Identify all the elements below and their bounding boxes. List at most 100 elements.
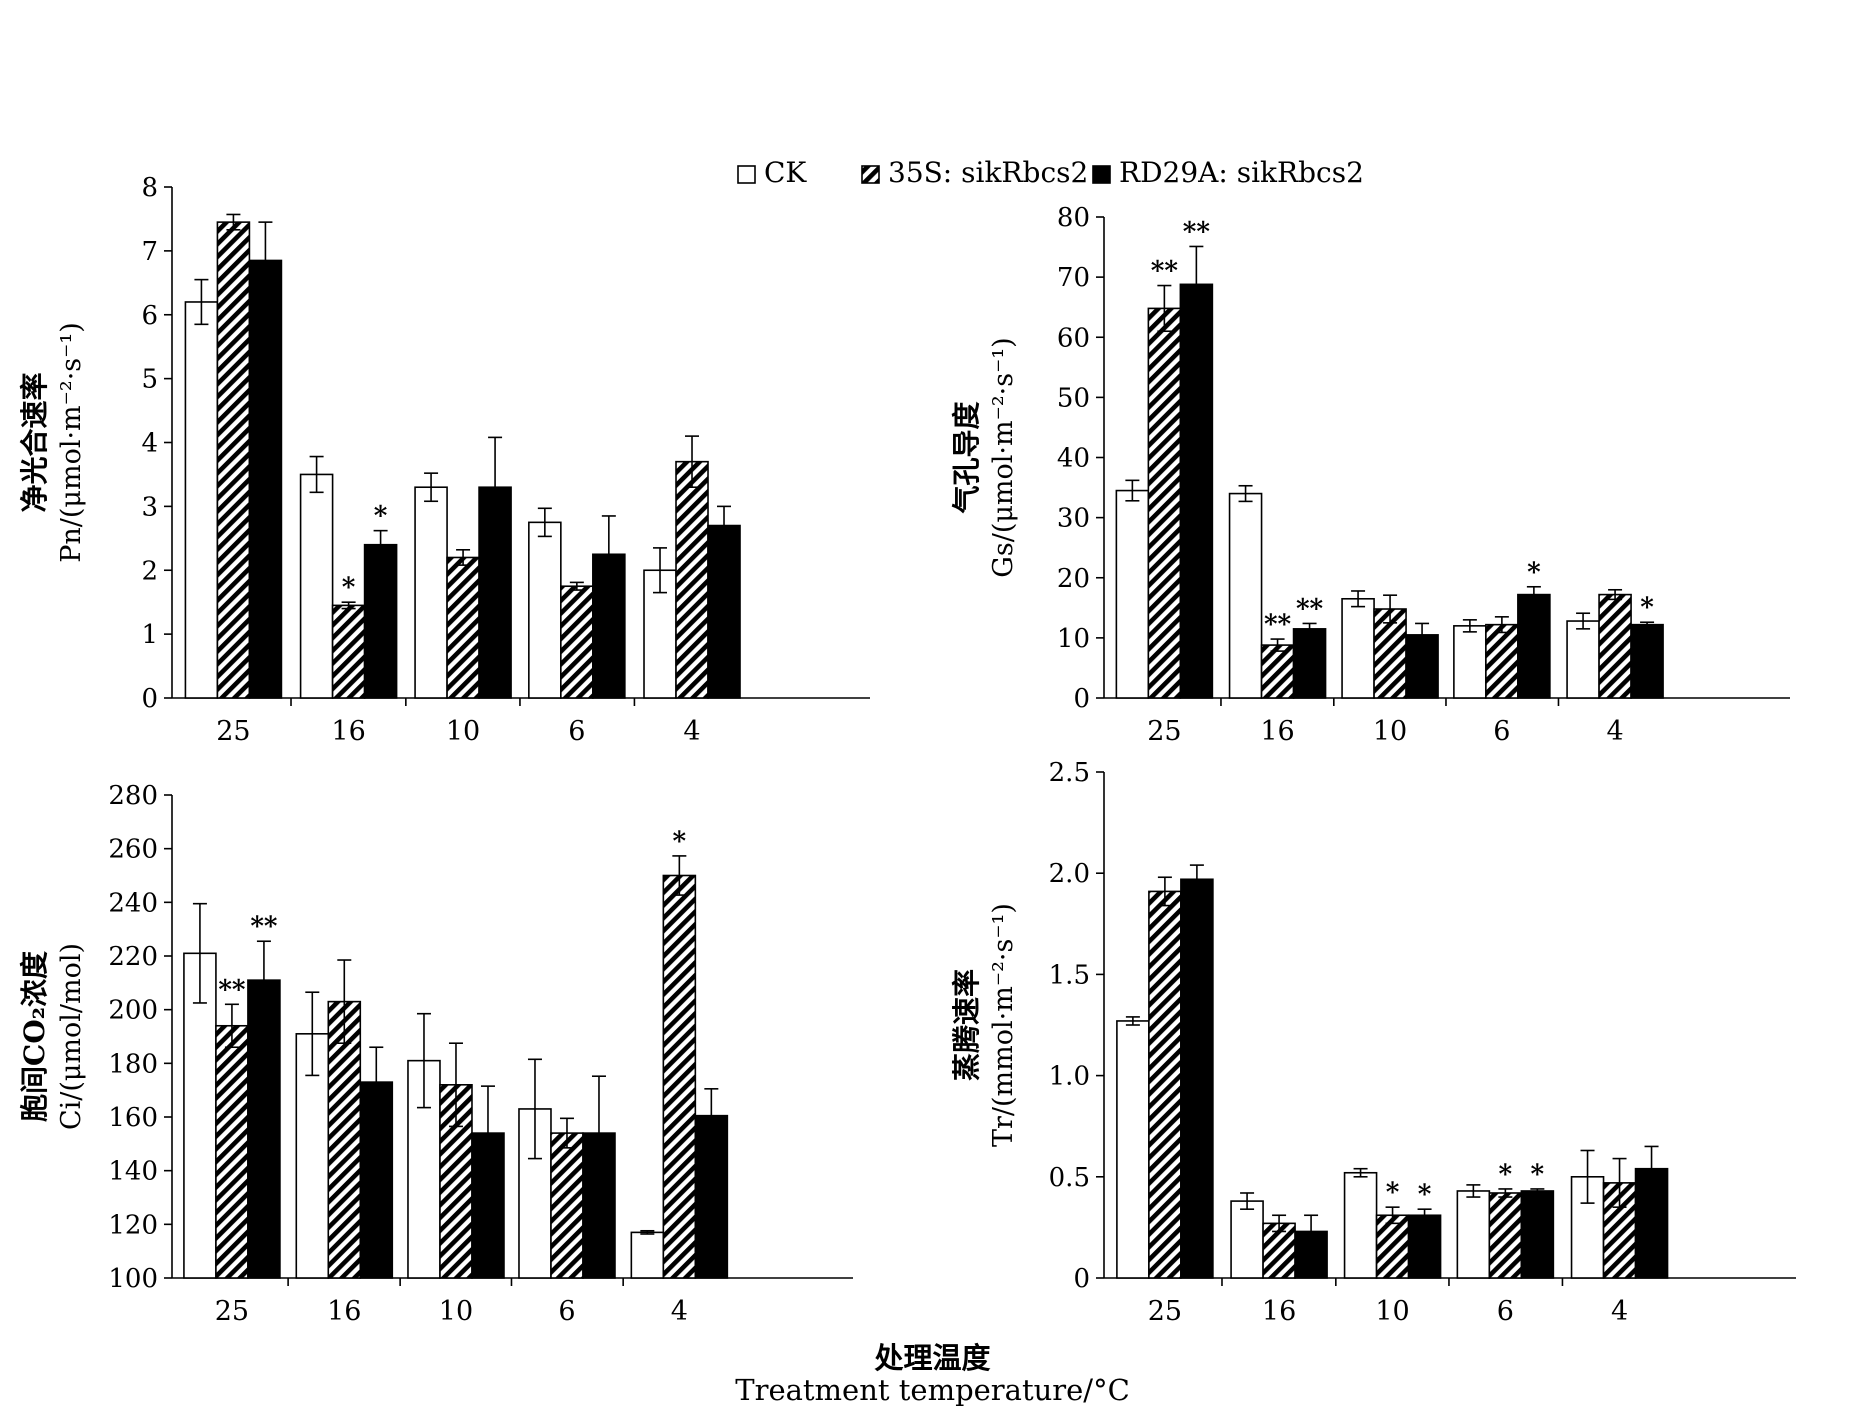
y-tick-label: 0 [141,684,158,714]
error-bar-rd29a-6 [1526,585,1541,604]
error-bar-rd29a-6 [601,515,616,594]
y-tick-label: 2 [141,556,158,586]
significance-mark: * [1527,558,1541,588]
x-tick-label-10: 10 [439,1296,473,1327]
error-bar-ck-4 [640,1229,655,1235]
y-axis-label-cn: 气孔导度 [950,401,983,514]
y-tick-label: 200 [108,996,158,1026]
x-tick-label-6: 6 [568,716,585,747]
bar-rd29a-4 [1630,623,1664,699]
y-tick-label: 140 [108,1157,158,1187]
error-bar-s35-16 [1272,1214,1287,1233]
error-bar-s35-25 [224,1003,239,1049]
y-axis-label-cn: 净光合速率 [18,372,51,512]
bar-s35-25 [216,221,251,699]
bar-s35-10 [1375,1214,1410,1279]
x-tick-label-25: 25 [215,1296,249,1327]
error-bar-ck-16 [1240,1192,1255,1210]
y-tick-label: 0 [1073,684,1090,714]
x-caption-chinese: 处理温度 [874,1341,991,1375]
error-bar-s35-25 [1157,876,1172,907]
bar-ck-6 [1456,1190,1491,1279]
error-bar-ck-25 [194,278,209,326]
y-tick-label: 220 [108,942,158,972]
y-axis-label-cn: 胞间CO₂浓度 [18,951,51,1123]
error-bar-rd29a-10 [480,1085,495,1181]
bar-ck-25 [1115,489,1150,699]
bar-rd29a-25 [1180,878,1214,1279]
error-bar-ck-10 [1353,1167,1368,1178]
error-bar-s35-10 [1383,594,1398,624]
y-tick-label: 260 [108,835,158,865]
y-tick-label: 30 [1057,504,1090,534]
y-axis-label-en: Tr/(mmol·m⁻²·s⁻¹) [988,903,1019,1147]
error-bar-s35-10 [456,549,471,566]
error-bar-rd29a-16 [373,529,388,560]
bar-s35-10 [1373,608,1407,699]
y-axis-label-en: Pn/(μmol·m⁻²·s⁻¹) [56,322,87,563]
legend-swatch-rd29a [1092,165,1111,184]
error-bar-ck-25 [1125,479,1140,502]
significance-mark: * [673,827,687,857]
error-bar-s35-10 [1385,1206,1400,1225]
x-tick-label-10: 10 [446,716,480,747]
x-tick-label-4: 4 [1606,716,1623,747]
error-bar-rd29a-4 [1640,621,1655,628]
legend-label-s35: 35S: sikRbcs2 [888,156,1088,189]
x-tick-label-6: 6 [558,1296,575,1327]
error-bar-s35-6 [1494,616,1509,634]
error-bar-s35-16 [337,959,352,1045]
significance-mark: * [1531,1160,1545,1190]
x-tick-label-25: 25 [216,716,250,747]
error-bar-rd29a-4 [1644,1145,1659,1192]
error-bar-rd29a-10 [1417,1208,1432,1223]
error-bar-rd29a-4 [704,1088,719,1144]
error-bar-s35-6 [569,581,584,591]
bar-s35-25 [1147,307,1182,699]
significance-mark: ** [250,912,278,942]
bar-ck-16 [1230,1200,1264,1279]
y-axis-label-en: Gs/(μmol·m⁻²·s⁻¹) [988,337,1019,577]
bar-rd29a-16 [1292,628,1327,699]
error-bar-ck-6 [1462,619,1477,633]
error-bar-rd29a-16 [1302,622,1317,636]
chart-pn: 0 1 2 3 4 5 6 7 8 25 16 10 6 4 * * 净光合速率 Pn/(μmol·m⁻²·s⁻¹… [18,173,870,747]
y-axis-label-cn: 蒸腾速率 [950,969,983,1081]
legend-swatch-s35 [861,165,880,184]
error-bar-rd29a-6 [1530,1188,1545,1194]
error-bar-ck-10 [1351,590,1366,608]
bar-rd29a-16 [1294,1230,1328,1279]
y-tick-label: 240 [108,888,158,918]
y-tick-label: 6 [141,301,158,331]
bar-s35-4 [1598,593,1632,699]
bar-s35-6 [1485,623,1519,699]
bar-ck-6 [1453,625,1487,699]
error-bar-rd29a-25 [258,221,273,300]
y-tick-label: 2.0 [1049,859,1090,889]
significance-mark: * [1640,593,1654,623]
x-tick-label-16: 16 [327,1296,361,1327]
y-tick-label: 160 [108,1103,158,1133]
x-tick-label-4: 4 [1611,1296,1628,1327]
error-bar-rd29a-10 [488,436,503,538]
y-tick-label: 60 [1057,323,1090,353]
bar-rd29a-16 [363,543,398,699]
bar-ck-16 [1228,492,1263,699]
bar-s35-25 [1148,890,1182,1279]
bar-ck-6 [528,521,562,699]
x-tick-label-6: 6 [1497,1296,1514,1327]
error-bar-rd29a-6 [591,1075,606,1191]
error-bar-s35-10 [448,1042,463,1128]
bar-rd29a-6 [1520,1190,1555,1279]
error-bar-ck-4 [653,547,668,594]
bar-rd29a-10 [1407,1214,1442,1279]
error-bar-s35-4 [672,855,687,896]
y-tick-label: 8 [141,173,158,203]
x-tick-label-4: 4 [671,1296,688,1327]
y-tick-label: 2.5 [1049,758,1090,788]
significance-mark: ** [1296,594,1324,624]
significance-mark: * [342,573,356,603]
chart-tr: 0 0.5 1.0 1.5 2.0 2.5 25 16 10 6 4 * * * * 蒸腾速率 Tr/(mmol… [950,758,1796,1327]
x-tick-label-6: 6 [1493,716,1510,747]
